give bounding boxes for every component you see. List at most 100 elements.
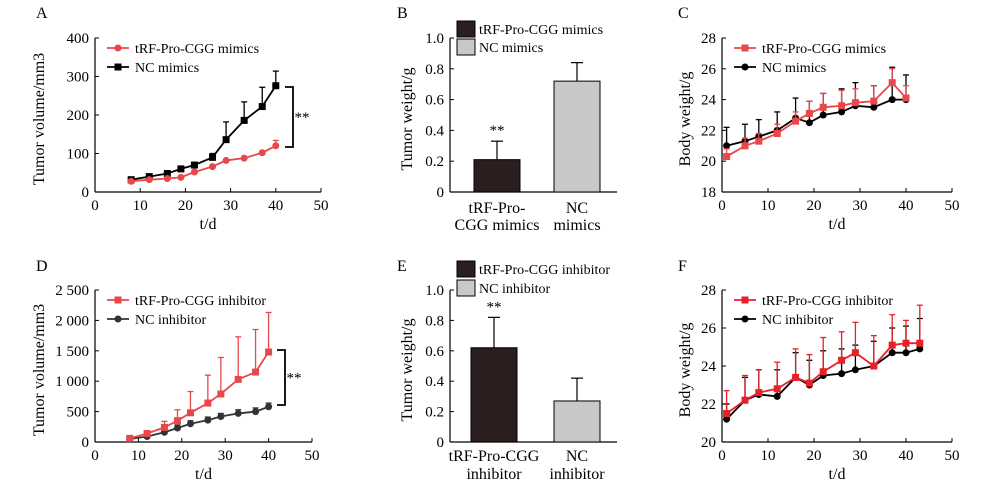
x-axis-title: t/d: [829, 216, 846, 233]
y-tick-label: 20: [701, 435, 716, 451]
significance-label: **: [287, 371, 302, 387]
series-line: [129, 351, 270, 440]
data-point: [805, 119, 813, 127]
data-point: [204, 399, 212, 407]
data-point: [222, 136, 230, 144]
data-point: [792, 373, 800, 381]
legend-marker: [114, 63, 122, 71]
data-point: [240, 154, 248, 162]
category-label: mimics: [553, 217, 600, 234]
y-tick-label: 0: [82, 435, 90, 451]
data-point: [234, 375, 242, 383]
y-tick-label: 0.8: [425, 62, 444, 78]
series-1: [723, 304, 924, 417]
data-point: [902, 339, 910, 347]
panel-label: A: [36, 5, 48, 22]
data-point: [209, 163, 217, 171]
x-axis-title: t/d: [195, 466, 212, 483]
y-tick-label: 100: [67, 147, 90, 163]
y-tick-label: 200: [67, 108, 90, 124]
x-tick-label: 0: [91, 448, 99, 464]
bar-group: ** tRF-Pro-CGG mimics: [455, 123, 540, 234]
data-point: [160, 423, 168, 431]
legend-label: NC inhibitor: [135, 313, 207, 328]
data-point: [741, 396, 749, 404]
category-label: inhibitor: [549, 466, 605, 483]
legend-label: tRF-Pro-CGG inhibitor: [762, 294, 893, 309]
y-tick-label: 22: [701, 397, 716, 413]
y-tick-label: 28: [701, 31, 716, 47]
legend-marker: [741, 44, 749, 52]
data-point: [723, 153, 731, 161]
data-point: [773, 392, 781, 400]
x-tick-label: 40: [899, 198, 914, 214]
data-point: [870, 97, 878, 105]
category-label: NC: [566, 200, 588, 217]
series-line: [726, 98, 906, 147]
legend: tRF-Pro-CGG mimics NC mimics: [734, 42, 886, 76]
data-point: [723, 142, 731, 150]
legend-swatch: [456, 38, 476, 56]
data-point: [163, 175, 171, 183]
significance-label: **: [490, 123, 505, 139]
data-point: [173, 417, 181, 425]
x-tick-label: 50: [314, 198, 329, 214]
y-tick-label: 500: [67, 405, 90, 421]
y-axis-title: Body weight/g: [677, 72, 694, 167]
data-point: [190, 168, 198, 176]
legend-label: tRF-Pro-CGG inhibitor: [479, 263, 610, 278]
data-point: [755, 389, 763, 397]
data-point: [902, 349, 910, 357]
series-1: [126, 311, 273, 442]
data-point: [204, 416, 212, 424]
data-point: [723, 410, 731, 417]
x-tick-label: 0: [718, 198, 726, 214]
legend-marker: [741, 315, 749, 323]
data-point: [258, 103, 266, 111]
x-tick-label: 30: [218, 448, 233, 464]
data-point: [792, 117, 800, 125]
data-point: [838, 108, 846, 116]
legend-label: tRF-Pro-CGG mimics: [479, 23, 603, 38]
data-point: [190, 161, 198, 169]
category-label: tRF-Pro-: [469, 200, 526, 217]
y-tick-label: 0.8: [425, 313, 444, 329]
x-tick-label: 20: [807, 448, 822, 464]
y-tick-label: 0: [82, 185, 90, 201]
data-point: [258, 149, 266, 157]
category-label: tRF-Pro-CGG: [449, 448, 540, 465]
legend: tRF-Pro-CGG inhibitor NC inhibitor: [107, 294, 266, 328]
y-tick-label: 0: [437, 435, 445, 451]
legend-label: tRF-Pro-CGG inhibitor: [135, 294, 266, 309]
bar: [553, 80, 601, 193]
x-tick-label: 20: [174, 448, 189, 464]
y-tick-label: 1.0: [425, 31, 444, 47]
significance-label: **: [487, 299, 502, 315]
x-tick-label: 50: [305, 448, 320, 464]
y-axis-title: Tumor weight/g: [399, 319, 416, 422]
data-point: [851, 99, 859, 107]
data-point: [186, 420, 194, 428]
y-tick-label: 1.0: [425, 283, 444, 299]
y-tick-label: 0.4: [425, 123, 444, 139]
data-point: [773, 385, 781, 393]
data-point: [755, 137, 763, 145]
legend-label: tRF-Pro-CGG mimics: [762, 42, 886, 57]
x-tick-label: 40: [899, 448, 914, 464]
y-tick-label: 0.2: [425, 405, 444, 421]
bracket-line: [277, 349, 286, 406]
data-point: [888, 79, 896, 87]
data-point: [870, 362, 878, 370]
y-axis-title: Body weight/g: [677, 323, 694, 418]
x-tick-label: 50: [945, 198, 960, 214]
y-tick-label: 400: [67, 31, 90, 47]
legend-label: NC mimics: [762, 61, 826, 76]
y-tick-label: 0: [437, 185, 445, 201]
bar: [470, 347, 518, 443]
x-tick-label: 50: [945, 448, 960, 464]
data-point: [838, 370, 846, 378]
panel-label: B: [397, 5, 408, 22]
data-point: [126, 434, 134, 442]
legend: tRF-Pro-CGG mimics NC mimics: [456, 20, 603, 56]
